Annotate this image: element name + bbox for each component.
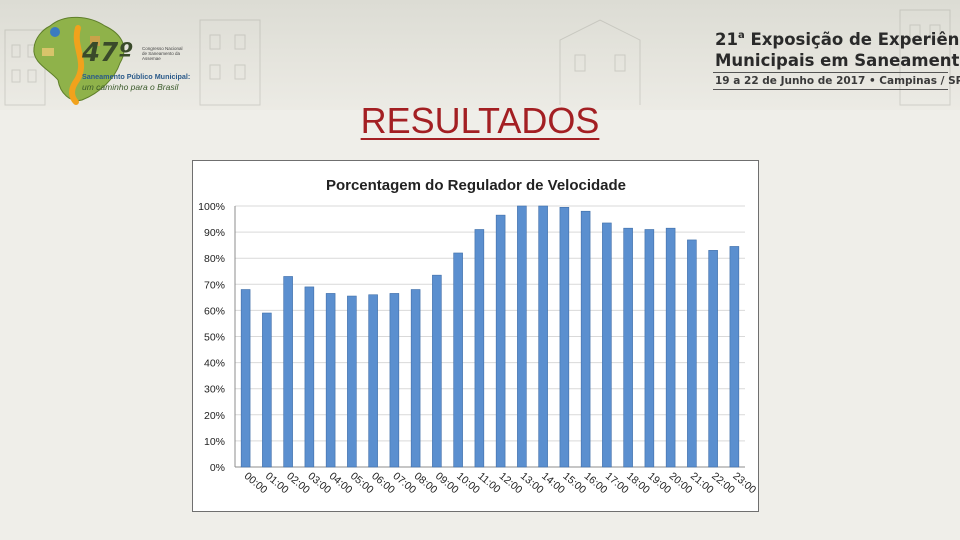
y-tick-label: 60% [204, 305, 225, 317]
x-tick-label: 08:00 [412, 470, 440, 496]
bar-1600 [580, 210, 591, 468]
congress-name: Congresso Nacional de Saneamento da Asse… [142, 46, 183, 61]
bar-1500 [559, 207, 570, 468]
x-tick-label: 05:00 [348, 470, 376, 496]
x-tick-label: 06:00 [369, 470, 397, 496]
bar-1400 [538, 205, 548, 468]
bar-0000 [240, 289, 251, 468]
y-tick-label: 40% [204, 358, 225, 370]
bar-0100 [262, 312, 272, 468]
bar-2300 [729, 246, 740, 468]
x-tick-label: 10:00 [454, 470, 482, 496]
bar-2100 [687, 239, 697, 468]
x-tick-label: 16:00 [582, 470, 610, 496]
bar-0500 [347, 295, 357, 468]
congress-theme-line1: Saneamento Público Municipal: [82, 72, 191, 81]
y-tick-label: 90% [204, 227, 225, 239]
y-tick-label: 0% [210, 462, 225, 474]
bar-0300 [304, 286, 315, 468]
chart-container: Porcentagem do Regulador de Velocidade 0… [192, 160, 759, 512]
bar-1700 [602, 222, 612, 468]
x-tick-label: 22:00 [709, 470, 737, 496]
brazil-map-icon [33, 16, 125, 105]
bar-2000 [665, 227, 676, 468]
bar-0800 [410, 289, 421, 468]
y-tick-label: 100% [198, 201, 225, 213]
chart-title: Porcentagem do Regulador de Velocidade [326, 177, 626, 194]
bar-1900 [644, 229, 655, 468]
x-tick-label: 13:00 [518, 470, 546, 496]
bar-2200 [708, 250, 718, 468]
bar-1300 [517, 205, 527, 468]
expo-divider-bottom [713, 89, 948, 90]
x-tick-label: 21:00 [688, 470, 716, 496]
bar-1800 [623, 227, 633, 468]
bar-1200 [495, 214, 506, 468]
slide-title: RESULTADOS [360, 100, 600, 141]
x-tick-label: 23:00 [730, 470, 758, 496]
y-tick-label: 50% [204, 332, 225, 344]
congress-logo: 47º Congresso Nacional de Saneamento da … [20, 8, 195, 108]
x-tick-label: 01:00 [263, 470, 291, 496]
bar-0600 [368, 294, 378, 468]
y-tick-label: 10% [204, 436, 225, 448]
x-tick-label: 04:00 [327, 470, 355, 496]
expo-divider [713, 72, 948, 73]
bar-0900 [432, 274, 442, 468]
bar-1100 [474, 229, 485, 468]
x-tick-label: 11:00 [475, 470, 502, 496]
congress-theme-line2: um caminho para o Brasil [82, 82, 179, 92]
x-tick-label: 20:00 [667, 470, 695, 496]
x-tick-label: 00:00 [242, 470, 270, 496]
bar-0400 [325, 293, 336, 468]
x-tick-label: 09:00 [433, 470, 461, 496]
x-tick-label: 18:00 [624, 470, 652, 496]
x-tick-label: 02:00 [284, 470, 312, 496]
bar-0700 [389, 293, 400, 468]
x-tick-label: 15:00 [560, 470, 588, 496]
edition-number: 47º [82, 38, 133, 68]
y-tick-label: 80% [204, 253, 225, 265]
y-tick-label: 70% [204, 279, 225, 291]
x-tick-label: 03:00 [305, 470, 333, 496]
x-tick-label: 19:00 [645, 470, 673, 496]
expo-title-line1: 21a Exposição de Experiências [715, 30, 960, 49]
x-tick-label: 07:00 [390, 470, 418, 496]
header-banner: 47º Congresso Nacional de Saneamento da … [0, 0, 960, 110]
bar-0200 [283, 276, 293, 468]
bar-1000 [453, 252, 463, 468]
y-tick-label: 30% [204, 384, 225, 396]
y-tick-label: 20% [204, 410, 225, 422]
expo-title-line2: Municipais em Saneamento [715, 51, 960, 70]
building-sketch-left [4, 9, 951, 106]
x-tick-label: 17:00 [603, 470, 631, 496]
expo-date-location: 19 a 22 de Junho de 2017 • Campinas / SP [715, 75, 960, 87]
x-tick-label: 14:00 [539, 470, 567, 496]
x-tick-label: 12:00 [497, 470, 525, 496]
speed-regulator-chart: Porcentagem do Regulador de Velocidade 0… [198, 177, 758, 496]
